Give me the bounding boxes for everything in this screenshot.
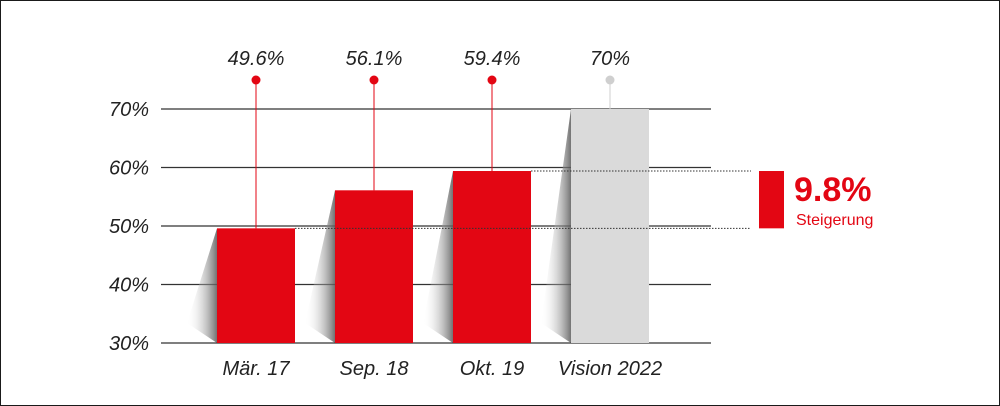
bar-shadow bbox=[541, 109, 571, 343]
bar bbox=[453, 171, 531, 343]
increase-label: Steigerung bbox=[796, 212, 873, 229]
data-label: 59.4% bbox=[464, 48, 521, 70]
y-tick-label: 30% bbox=[109, 333, 149, 355]
x-tick-label: Sep. 18 bbox=[340, 358, 409, 380]
value-marker bbox=[487, 75, 497, 85]
y-tick-label: 40% bbox=[109, 275, 149, 297]
y-axis: 30% 40% 50% 60% 70% bbox=[109, 99, 149, 355]
increase-value: 9.8% bbox=[794, 171, 872, 209]
value-marker bbox=[605, 75, 615, 85]
y-tick-label: 50% bbox=[109, 216, 149, 238]
x-tick-label: Vision 2022 bbox=[558, 358, 662, 380]
x-axis: Mär. 17 Sep. 18 Okt. 19 Vision 2022 bbox=[222, 358, 662, 380]
data-label: 70% bbox=[590, 48, 630, 70]
bar bbox=[217, 228, 295, 343]
bar-shadows bbox=[187, 109, 571, 343]
bar-shadow bbox=[423, 171, 453, 343]
y-tick-label: 60% bbox=[109, 158, 149, 180]
x-tick-label: Okt. 19 bbox=[460, 358, 524, 380]
value-marker bbox=[251, 75, 261, 85]
bar-shadow bbox=[187, 228, 217, 343]
bar bbox=[335, 190, 413, 343]
x-tick-label: Mär. 17 bbox=[222, 358, 290, 380]
increase-bracket bbox=[759, 171, 784, 229]
bars bbox=[217, 109, 649, 343]
data-label: 49.6% bbox=[228, 48, 285, 70]
value-labels: 49.6% 56.1% 59.4% 70% bbox=[228, 48, 630, 229]
y-tick-label: 70% bbox=[109, 99, 149, 121]
increase-annotation: 9.8% Steigerung bbox=[295, 170, 873, 229]
value-marker bbox=[369, 75, 379, 85]
data-label: 56.1% bbox=[346, 48, 403, 70]
bar-shadow bbox=[305, 190, 335, 343]
bar-vision bbox=[571, 109, 649, 343]
